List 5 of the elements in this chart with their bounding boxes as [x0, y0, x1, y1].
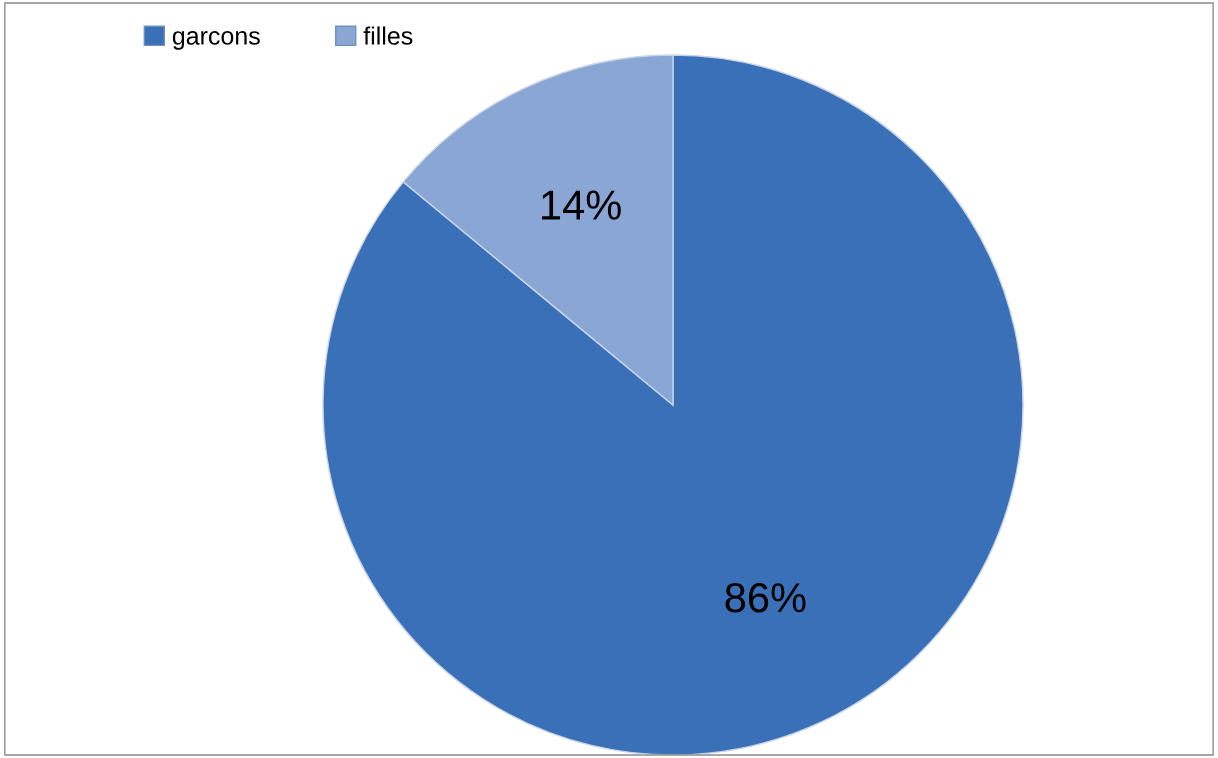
pie-slice [322, 54, 1024, 756]
data-label: 86% [725, 583, 806, 613]
legend-label: garcons [172, 31, 260, 50]
legend-label: filles [363, 26, 413, 45]
data-label: 14% [542, 190, 621, 220]
